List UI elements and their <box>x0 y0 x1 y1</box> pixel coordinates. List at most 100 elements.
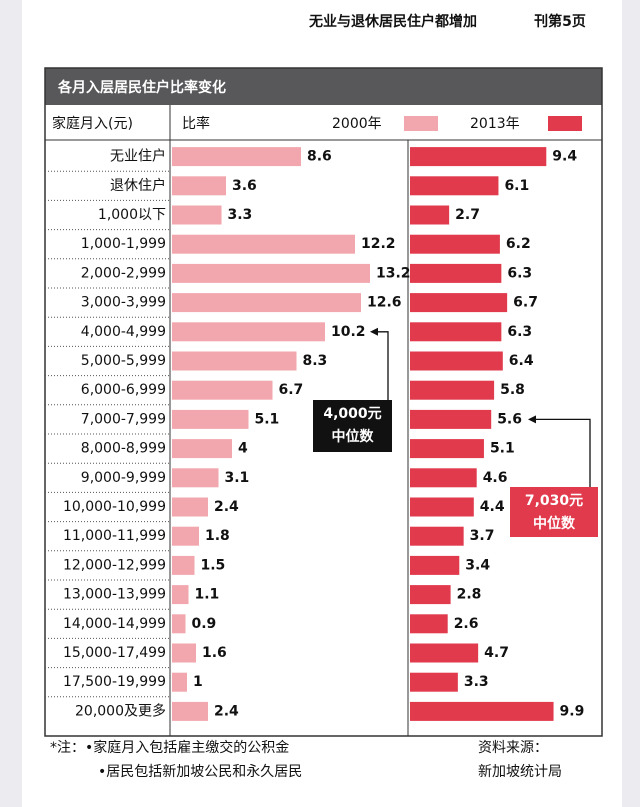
bar <box>410 322 502 342</box>
category-label: 1,000以下 <box>98 207 166 223</box>
value-label: 9.4 <box>552 149 577 165</box>
bar <box>172 468 219 488</box>
legend-label: 2000年 <box>332 116 382 132</box>
value-label: 4.4 <box>480 499 505 515</box>
category-label: 8,000-8,999 <box>81 441 166 457</box>
bar <box>172 351 297 371</box>
value-label: 6.4 <box>509 353 534 369</box>
frame <box>44 67 603 737</box>
value-label: 6.7 <box>279 382 304 398</box>
note: *注：•家庭月入包括雇主缴交的公积金 <box>50 739 289 756</box>
value-label: 3.1 <box>225 470 250 486</box>
category-label: 5,000-5,999 <box>81 353 166 369</box>
category-label: 10,000-10,999 <box>63 499 166 515</box>
value-label: 6.2 <box>506 236 531 252</box>
value-label: 3.4 <box>465 557 490 573</box>
bar <box>410 555 460 575</box>
bar <box>172 263 370 283</box>
category-label: 4,000-4,999 <box>81 324 166 340</box>
page-ref: 刊第5页 <box>534 13 586 30</box>
bar <box>172 147 301 167</box>
category-label: 7,000-7,999 <box>81 411 166 427</box>
category-label: 12,000-12,999 <box>63 557 166 573</box>
category-label: 1,000-1,999 <box>81 236 166 252</box>
value-label: 1.5 <box>201 557 226 573</box>
category-label: 14,000-14,999 <box>63 616 166 632</box>
bar <box>172 234 355 254</box>
value-label: 13.2 <box>376 265 411 281</box>
value-label: 6.3 <box>507 265 532 281</box>
value-label: 5.1 <box>255 411 280 427</box>
bar <box>410 614 448 634</box>
annotation-text: 中位数 <box>332 428 375 445</box>
bar <box>410 497 474 517</box>
category-label: 13,000-13,999 <box>63 587 166 603</box>
legend-swatch <box>404 116 438 131</box>
bar <box>172 176 226 196</box>
annotation-text: 中位数 <box>533 515 576 532</box>
value-label: 2.4 <box>214 499 239 515</box>
value-label: 2.8 <box>457 587 482 603</box>
arrow-head <box>370 327 378 336</box>
bar <box>410 234 500 254</box>
value-label: 4 <box>238 441 248 457</box>
value-label: 3.7 <box>470 528 495 544</box>
bar <box>410 585 451 605</box>
category-label: 17,500-19,999 <box>63 674 166 690</box>
value-label: 10.2 <box>331 324 366 340</box>
category-label: 退休住户 <box>110 177 166 194</box>
value-label: 12.2 <box>361 236 396 252</box>
headline: 无业与退休居民住户都增加 <box>308 13 477 30</box>
legend-swatch <box>548 116 582 131</box>
annotation-arrow <box>530 418 591 487</box>
value-label: 6.7 <box>513 295 538 311</box>
value-label: 1.6 <box>202 645 227 661</box>
bar <box>172 293 361 313</box>
bar <box>410 701 554 721</box>
value-label: 1 <box>193 674 203 690</box>
value-label: 12.6 <box>367 295 402 311</box>
bar <box>410 526 464 546</box>
value-label: 3.3 <box>228 207 253 223</box>
bar <box>410 293 508 313</box>
bar <box>172 409 249 429</box>
x-label: 家庭月入(元) <box>52 115 133 132</box>
value-label: 3.3 <box>464 674 489 690</box>
value-label: 0.9 <box>192 616 217 632</box>
category-label: 15,000-17,499 <box>63 645 166 661</box>
value-label: 1.8 <box>205 528 230 544</box>
bar <box>410 351 503 371</box>
value-label: 8.6 <box>307 149 332 165</box>
bar <box>172 526 199 546</box>
category-label: 无业住户 <box>110 148 166 165</box>
bar <box>410 409 492 429</box>
y-label: 比率 <box>182 115 210 132</box>
title-bar <box>45 68 602 105</box>
bar <box>172 701 208 721</box>
bar <box>410 176 499 196</box>
bar <box>172 643 196 663</box>
annotation-box <box>313 400 392 452</box>
bar <box>172 672 187 692</box>
value-label: 5.1 <box>490 441 515 457</box>
value-label: 4.7 <box>484 645 509 661</box>
bar <box>172 380 273 400</box>
category-label: 2,000-2,999 <box>81 265 166 281</box>
bar <box>410 205 450 225</box>
bar <box>410 147 547 167</box>
bar <box>410 643 479 663</box>
arrow-head <box>528 415 536 424</box>
category-label: 9,000-9,999 <box>81 470 166 486</box>
note: •居民包括新加坡公民和永久居民 <box>98 764 302 780</box>
source: 资料来源： <box>478 740 548 756</box>
value-label: 4.6 <box>483 470 508 486</box>
bar <box>172 439 232 459</box>
value-label: 6.1 <box>504 178 529 194</box>
value-label: 2.7 <box>455 207 480 223</box>
bar <box>172 322 325 342</box>
annotation-text: 7,030元 <box>525 493 583 509</box>
bar <box>410 439 484 459</box>
bar <box>172 614 186 634</box>
